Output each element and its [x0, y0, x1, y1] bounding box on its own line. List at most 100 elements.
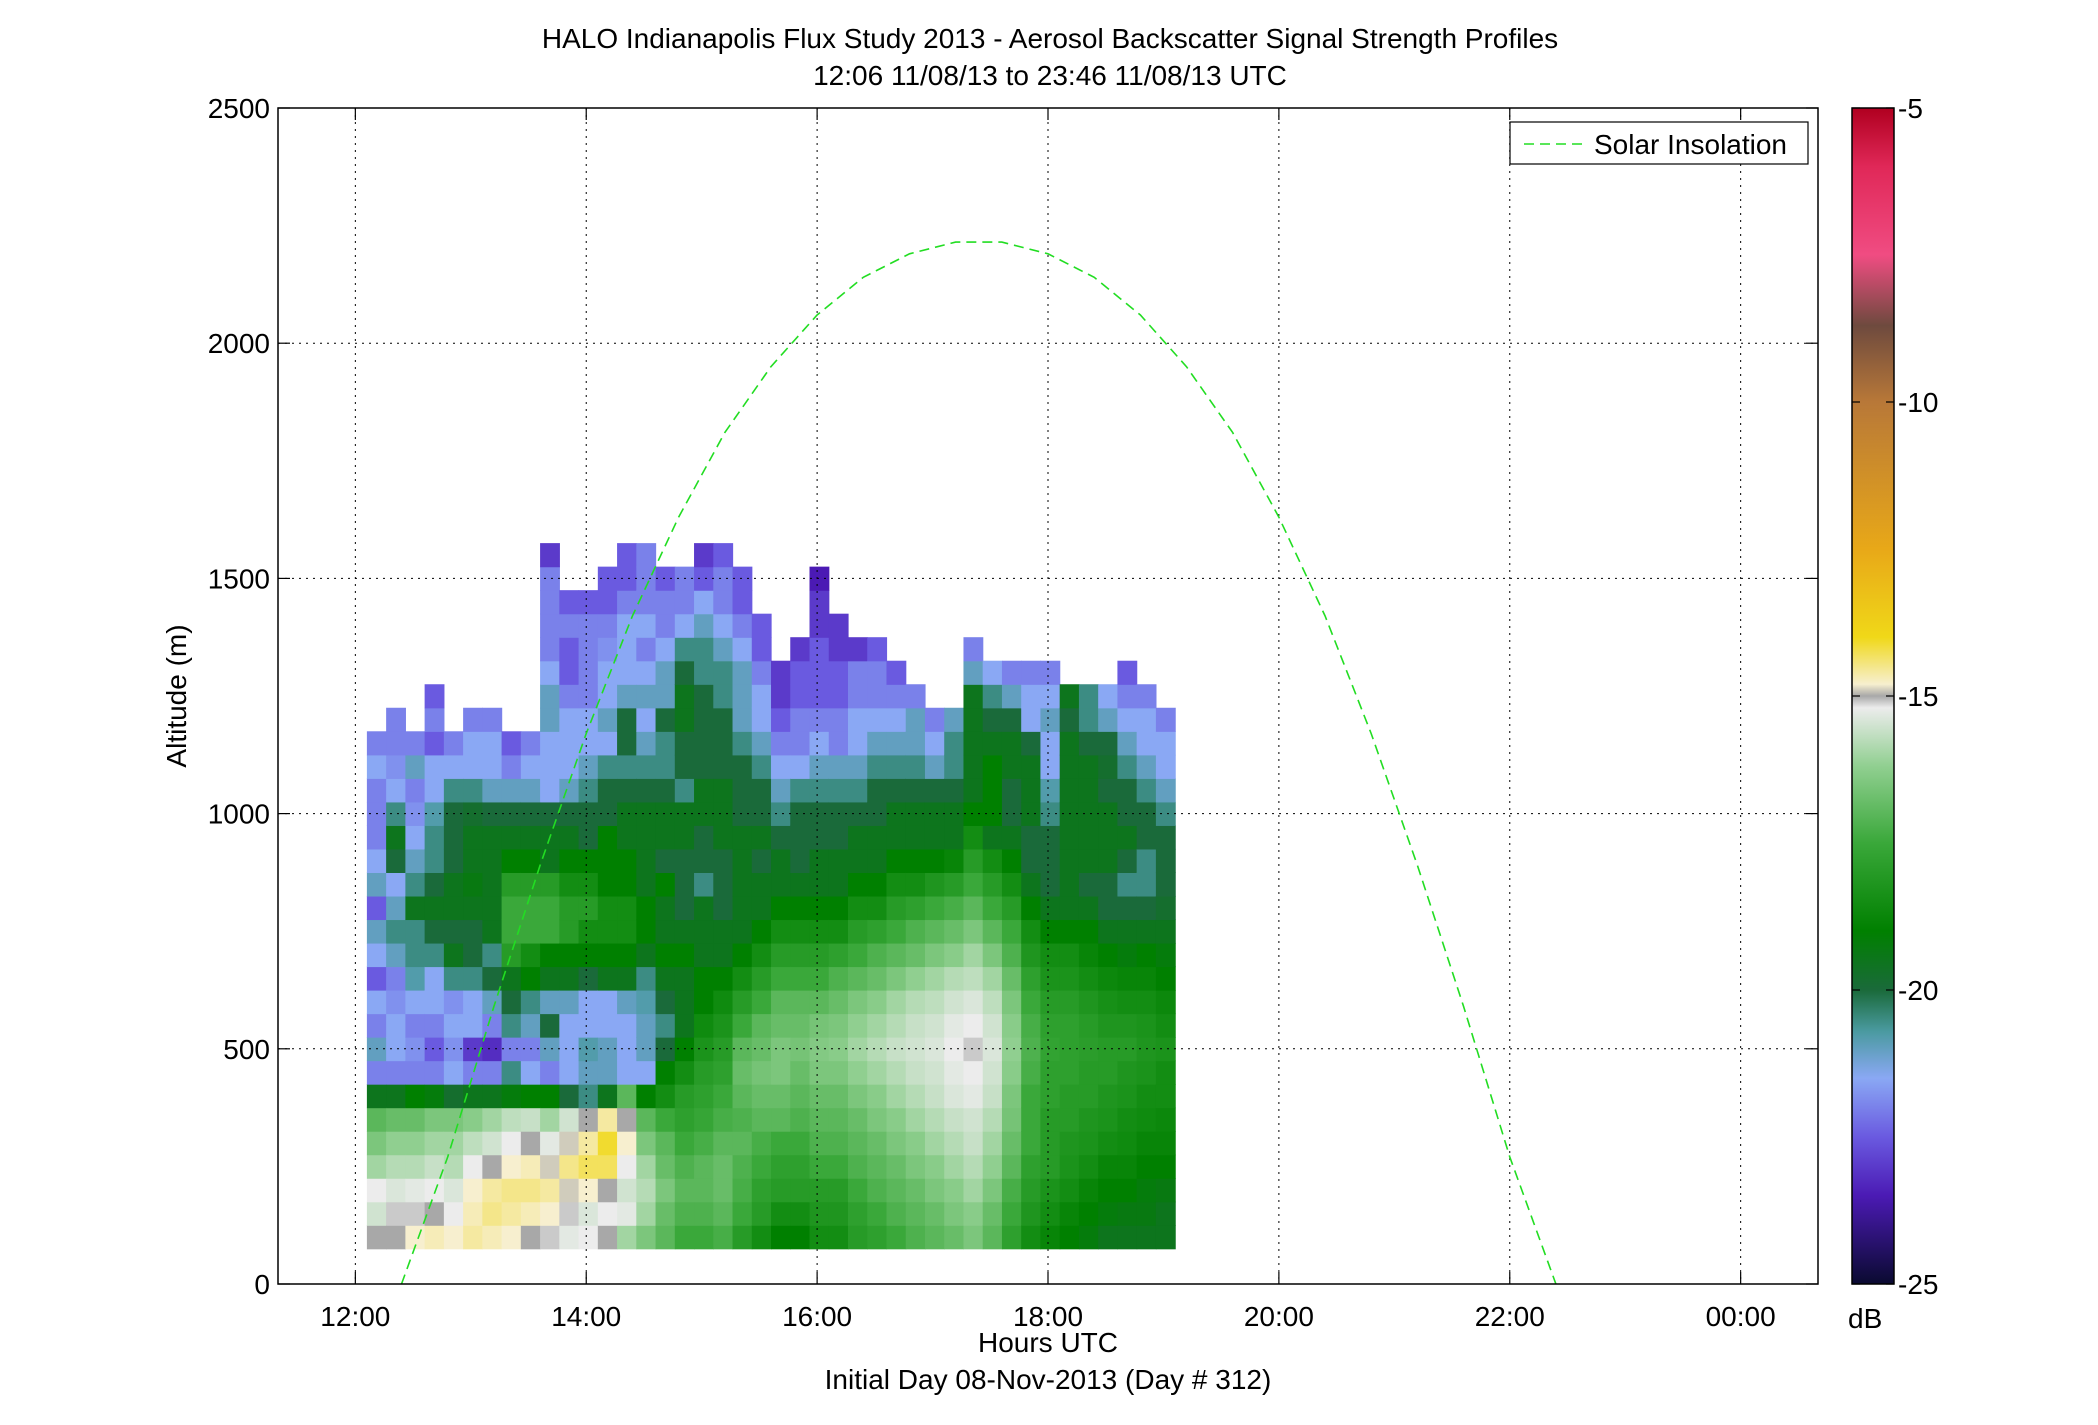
heatmap-cell — [501, 919, 522, 944]
heatmap-cell — [674, 684, 695, 709]
heatmap-cell — [1117, 942, 1138, 968]
heatmap-cell — [809, 848, 830, 873]
heatmap-cell — [578, 919, 599, 944]
heatmap-cell — [617, 543, 637, 568]
heatmap-cell — [540, 566, 560, 591]
heatmap-cell — [944, 1201, 965, 1226]
heatmap-cell — [366, 1013, 387, 1038]
heatmap-cell — [1040, 1154, 1061, 1179]
heatmap-cell — [655, 566, 676, 591]
heatmap-cell — [982, 825, 1003, 850]
heatmap-cell — [751, 848, 772, 873]
heatmap-cell — [771, 1107, 791, 1132]
heatmap-cell — [463, 1225, 483, 1250]
heatmap-cell — [828, 660, 849, 685]
heatmap-cell — [790, 637, 811, 662]
heatmap-cell — [1098, 1107, 1119, 1132]
heatmap-cell — [905, 1178, 926, 1203]
heatmap-cell — [1021, 731, 1042, 756]
heatmap-cell — [636, 872, 657, 897]
heatmap-cell — [982, 1154, 1003, 1179]
heatmap-cell — [944, 1225, 965, 1250]
heatmap-cell — [694, 848, 714, 873]
heatmap-cell — [597, 1178, 618, 1203]
heatmap-cell — [1136, 778, 1157, 803]
heatmap-cell — [694, 1225, 714, 1250]
heatmap-cell — [905, 707, 926, 732]
heatmap-cell — [597, 895, 618, 921]
heatmap-cell — [905, 1131, 926, 1156]
heatmap-cell — [1021, 778, 1042, 803]
heatmap-cell — [828, 731, 849, 756]
heatmap-cell — [540, 707, 560, 732]
x-tick-label: 22:00 — [1475, 1301, 1545, 1332]
heatmap-cell — [905, 848, 926, 873]
y-tick-label: 1500 — [208, 563, 270, 594]
heatmap-cell — [559, 1060, 580, 1085]
heatmap-cell — [1040, 801, 1061, 826]
heatmap-cell — [790, 1178, 811, 1203]
heatmap-cell — [405, 1084, 426, 1109]
heatmap-cell — [1059, 990, 1080, 1015]
heatmap-cell — [1001, 1131, 1022, 1156]
heatmap-cell — [1021, 872, 1042, 897]
heatmap-cell — [520, 731, 541, 756]
heatmap-cell — [694, 613, 714, 638]
heatmap-cell — [848, 895, 868, 921]
heatmap-cell — [520, 1201, 541, 1226]
heatmap-cell — [1117, 731, 1138, 756]
heatmap-cell — [1117, 990, 1138, 1015]
heatmap-cell — [1040, 848, 1061, 873]
heatmap-cell — [674, 613, 695, 638]
heatmap-cell — [520, 1084, 541, 1109]
heatmap-cell — [944, 778, 965, 803]
heatmap-cell — [1059, 895, 1080, 921]
heatmap-cell — [886, 754, 907, 779]
heatmap-cell — [944, 1013, 965, 1038]
heatmap-cell — [424, 778, 445, 803]
heatmap-cell — [636, 613, 657, 638]
heatmap-cell — [597, 637, 618, 662]
heatmap-cell — [655, 1131, 676, 1156]
heatmap-cell — [867, 1060, 888, 1085]
heatmap-cell — [848, 1060, 868, 1085]
heatmap-cell — [674, 1178, 695, 1203]
heatmap-cell — [771, 660, 791, 685]
heatmap-cell — [636, 754, 657, 779]
heatmap-cell — [848, 637, 868, 662]
heatmap-cell — [867, 1225, 888, 1250]
heatmap-cell — [597, 990, 618, 1015]
heatmap-cell — [809, 778, 830, 803]
heatmap-cell — [924, 801, 945, 826]
heatmap-cell — [617, 1037, 637, 1062]
heatmap-cell — [1098, 731, 1119, 756]
heatmap-cell — [790, 684, 811, 709]
heatmap-cell — [386, 1225, 406, 1250]
heatmap-cell — [617, 1154, 637, 1179]
heatmap-cell — [405, 1131, 426, 1156]
heatmap-cell — [848, 801, 868, 826]
heatmap-cell — [944, 942, 965, 968]
heatmap-cell — [1117, 825, 1138, 850]
heatmap-cell — [1001, 1154, 1022, 1179]
heatmap-cell — [386, 966, 406, 991]
heatmap-cell — [540, 778, 560, 803]
heatmap-cell — [790, 1037, 811, 1062]
heatmap-cell — [636, 1013, 657, 1038]
heatmap-cell — [540, 1060, 560, 1085]
heatmap-cell — [944, 1037, 965, 1062]
heatmap-cell — [1021, 1131, 1042, 1156]
heatmap-cell — [1001, 1013, 1022, 1038]
heatmap-cell — [540, 1037, 560, 1062]
heatmap-cell — [655, 613, 676, 638]
heatmap-cell — [886, 825, 907, 850]
heatmap-cell — [809, 1013, 830, 1038]
heatmap-cell — [578, 707, 599, 732]
heatmap-cell — [463, 778, 483, 803]
heatmap-cell — [636, 919, 657, 944]
heatmap-cell — [1059, 707, 1080, 732]
heatmap-cell — [1001, 872, 1022, 897]
heatmap-cell — [1155, 707, 1176, 732]
heatmap-cell — [694, 825, 714, 850]
heatmap-cell — [886, 1154, 907, 1179]
